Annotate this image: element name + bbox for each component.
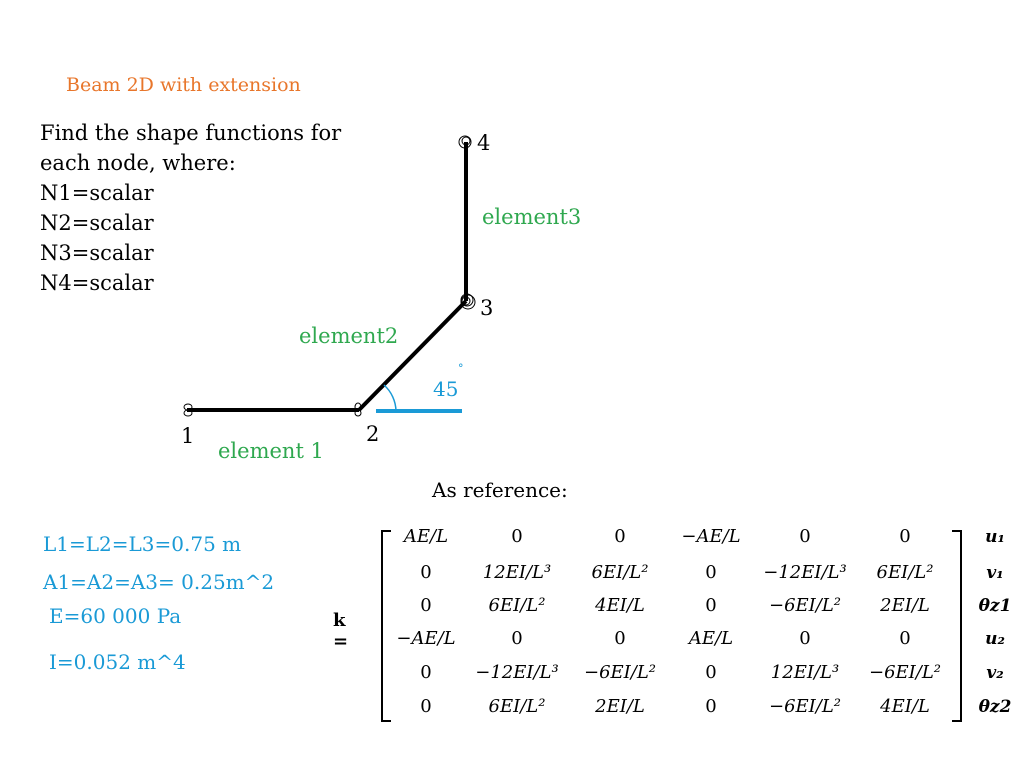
matrix-cell: 0 (420, 662, 432, 683)
element-label-1: element 1 (218, 439, 324, 463)
matrix-cell: 12EI/L³ (770, 662, 840, 683)
matrix-cell: 0 (420, 595, 432, 616)
property-inertia: I=0.052 m^4 (49, 650, 186, 674)
matrix-cell: −12EI/L³ (763, 562, 847, 583)
matrix-cell: 4EI/L (880, 696, 930, 717)
prompt-line-1: Find the shape functions for (40, 121, 342, 145)
matrix-cell: −AE/L (681, 526, 741, 547)
prompt-line-2: each node, where: (40, 151, 236, 175)
angle-arc (383, 384, 397, 412)
node-1-marker (183, 403, 193, 417)
matrix-cell: 0 (705, 595, 717, 616)
matrix-cell: 0 (420, 562, 432, 583)
dof-label: u₂ (985, 629, 1005, 649)
prompt-line-n1: N1=scalar (40, 181, 154, 205)
element-label-2: element2 (299, 324, 398, 348)
matrix-cell: −6EI/L² (768, 595, 842, 616)
node-label-4: 4 (477, 131, 490, 155)
matrix-left-bracket (381, 530, 391, 722)
property-lengths: L1=L2=L3=0.75 m (43, 532, 242, 556)
matrix-symbol: k = (333, 610, 349, 652)
title: Beam 2D with extension (66, 74, 301, 96)
prompt-line-n3: N3=scalar (40, 241, 154, 265)
matrix-cell: AE/L (688, 628, 734, 649)
matrix-cell: 6EI/L² (591, 562, 649, 583)
matrix-cell: 12EI/L³ (482, 562, 552, 583)
element-label-3: element3 (482, 205, 581, 229)
prompt-line-n2: N2=scalar (40, 211, 154, 235)
dof-label: θz2 (978, 697, 1012, 717)
matrix-cell: 4EI/L (595, 595, 645, 616)
node-3-marker (460, 293, 476, 310)
matrix-cell: −6EI/L² (768, 696, 842, 717)
matrix-cell: 0 (420, 696, 432, 717)
matrix-cell: 6EI/L² (876, 562, 934, 583)
matrix-cell: −AE/L (396, 628, 456, 649)
node-2-marker (354, 402, 362, 417)
matrix-cell: −6EI/L² (583, 662, 657, 683)
dof-label: v₁ (986, 563, 1004, 583)
matrix-cell: 0 (614, 628, 626, 649)
matrix-cell: 0 (799, 628, 811, 649)
angle-degree-mark: ° (458, 362, 464, 375)
matrix-cell: 0 (899, 628, 911, 649)
node-label-3: 3 (480, 296, 493, 320)
reference-label: As reference: (432, 478, 568, 502)
matrix-cell: −12EI/L³ (475, 662, 559, 683)
matrix-cell: 0 (705, 662, 717, 683)
matrix-cell: 0 (705, 562, 717, 583)
matrix-cell: 0 (511, 628, 523, 649)
matrix-cell: 2EI/L (880, 595, 930, 616)
matrix-cell: 2EI/L (595, 696, 645, 717)
matrix-cell: 0 (511, 526, 523, 547)
dof-label: θz1 (978, 596, 1012, 616)
matrix-right-bracket (952, 530, 962, 722)
matrix-cell: 6EI/L² (488, 696, 546, 717)
matrix-cell: 0 (614, 526, 626, 547)
dof-label: u₁ (985, 527, 1005, 547)
element-2-line (357, 299, 468, 412)
dof-label: v₂ (986, 663, 1004, 683)
property-modulus: E=60 000 Pa (49, 604, 182, 628)
node-4-marker (458, 135, 472, 149)
node-label-2: 2 (366, 422, 379, 446)
matrix-cell: AE/L (403, 526, 449, 547)
matrix-cell: 0 (799, 526, 811, 547)
matrix-cell: 0 (705, 696, 717, 717)
angle-label: 45 (433, 377, 458, 401)
matrix-cell: 6EI/L² (488, 595, 546, 616)
node-label-1: 1 (181, 424, 194, 448)
matrix-cell: −6EI/L² (868, 662, 942, 683)
prompt-line-n4: N4=scalar (40, 271, 154, 295)
property-areas: A1=A2=A3= 0.25m^2 (43, 570, 275, 594)
matrix-cell: 0 (899, 526, 911, 547)
